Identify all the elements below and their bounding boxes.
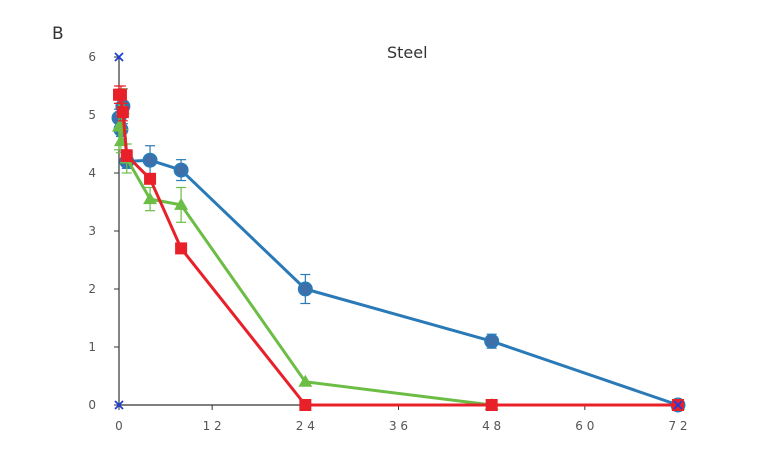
series-triangle	[112, 88, 685, 410]
data-point-circle	[484, 333, 500, 349]
data-point-triangle	[143, 192, 158, 205]
cross-marker	[114, 400, 124, 410]
x-axis-ticks: 0 1 2 2 4 3 6 4 8 6 0 7 2	[115, 405, 688, 433]
series-line	[119, 93, 678, 407]
y-axis-ticks: 0 1 2 3 4 5 6	[88, 50, 119, 412]
x-tick-label: 7 2	[668, 419, 687, 433]
y-tick-label: 3	[88, 224, 96, 238]
x-tick-label: 3 6	[389, 419, 408, 433]
y-tick-label: 1	[88, 340, 96, 354]
cross-marker-layer	[114, 52, 683, 410]
x-tick-label: 0	[115, 419, 123, 433]
data-point-square	[175, 242, 188, 255]
data-point-circle	[297, 281, 313, 297]
x-tick-label: 1 2	[203, 419, 222, 433]
y-tick-label: 2	[88, 282, 96, 296]
data-point-square	[144, 172, 157, 185]
data-point-triangle	[112, 119, 126, 132]
data-point-circle	[142, 152, 158, 168]
series-line	[117, 104, 679, 407]
panel-letter: B	[52, 24, 64, 44]
x-tick-label: 6 0	[575, 419, 594, 433]
data-point-square	[114, 88, 127, 101]
chart-title: Steel	[387, 43, 428, 62]
series-circle	[111, 88, 686, 413]
data-point-square	[299, 399, 312, 411]
y-tick-label: 0	[88, 398, 96, 412]
cross-marker	[673, 400, 683, 410]
x-tick-label: 2 4	[296, 419, 315, 433]
series-square	[113, 85, 684, 411]
series-line	[117, 107, 678, 407]
data-point-square	[485, 399, 498, 411]
series-layer	[111, 85, 686, 413]
y-tick-label: 5	[88, 108, 96, 122]
cross-marker	[114, 52, 124, 62]
data-point-triangle	[298, 374, 313, 387]
y-tick-label: 6	[88, 50, 96, 64]
data-point-triangle	[174, 197, 189, 210]
data-point-square	[120, 149, 133, 162]
data-point-circle	[173, 162, 189, 178]
y-tick-label: 4	[88, 166, 96, 180]
data-point-square	[116, 106, 129, 119]
x-tick-label: 4 8	[482, 419, 501, 433]
